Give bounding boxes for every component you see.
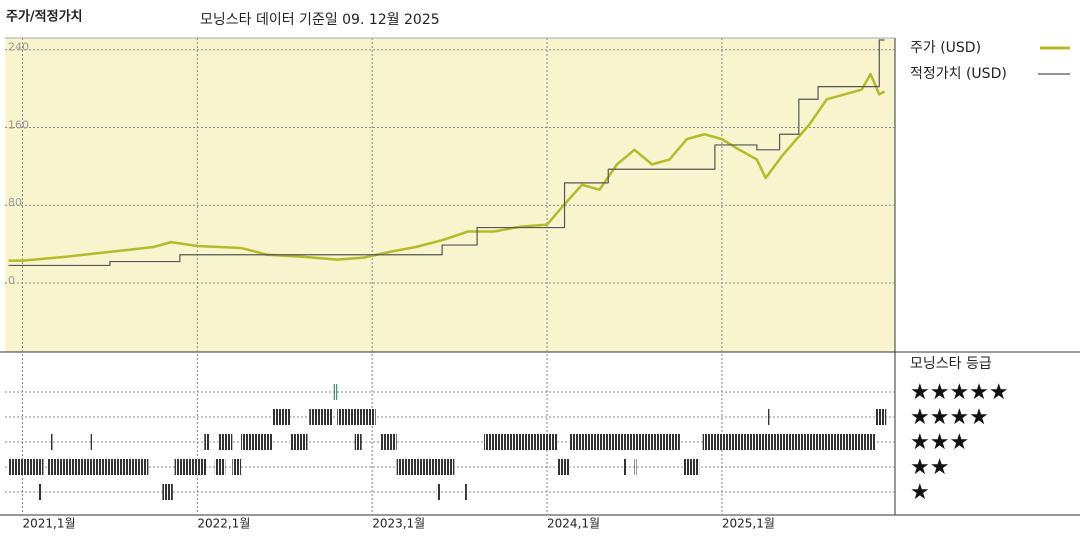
rating-bar [218,434,233,450]
x-tick-label: 2024,1월 [547,517,600,531]
rating-bar [484,434,558,450]
rating-bar [767,409,770,425]
rating-bar [702,434,876,450]
rating-bar [464,484,467,500]
x-tick-label: 2023,1월 [372,517,425,531]
rating-label: ★★★★ [910,405,989,430]
plot-background [5,38,895,352]
rating-bar [241,434,273,450]
rating-bar [436,484,441,500]
rating-bar [337,409,376,425]
y-tick-label: 0 [8,274,15,287]
ratings-title: 모닝스타 등급 [910,356,992,372]
rating-bar [309,409,332,425]
rating-bar [46,459,149,475]
y-tick-label: 80 [8,196,22,209]
rating-label: ★★★ [910,430,969,455]
x-tick-label: 2022,1월 [197,517,250,531]
rating-bar [396,459,455,475]
rating-bar [90,434,93,450]
chart-subtitle: 모닝스타 데이터 기준일 09. 12월 2025 [200,12,440,28]
rating-bar [333,384,338,400]
series-line [8,72,886,262]
rating-bar [232,459,242,475]
rating-bar [569,434,680,450]
rating-bar [174,459,207,475]
rating-label: ★★ [910,455,949,480]
rating-bar [8,459,44,475]
rating-label: ★ [910,480,930,505]
rating-bar [557,459,570,475]
rating-bar [623,459,626,475]
rating-bar [272,409,291,425]
series-line [8,39,885,267]
rating-bar [214,459,226,475]
y-tick-label: 160 [8,118,29,131]
rating-bar [290,434,308,450]
x-tick-label: 2021,1월 [22,517,75,531]
rating-bar [50,434,53,450]
rating-bar [38,484,42,500]
rating-bar [683,459,700,475]
rating-bar [162,484,173,500]
rating-bar [875,409,887,425]
x-tick-label: 2025,1월 [722,517,775,531]
rating-bar [380,434,397,450]
rating-bar [354,434,362,450]
y-tick-label: 240 [8,41,29,54]
legend-label: 주가 (USD) [910,40,981,56]
rating-bar [634,459,637,475]
chart-title: 주가/적정가치 [6,9,83,25]
legend-label: 적정가치 (USD) [910,66,1007,82]
rating-bar [204,434,210,450]
rating-label: ★★★★★ [910,380,1009,405]
